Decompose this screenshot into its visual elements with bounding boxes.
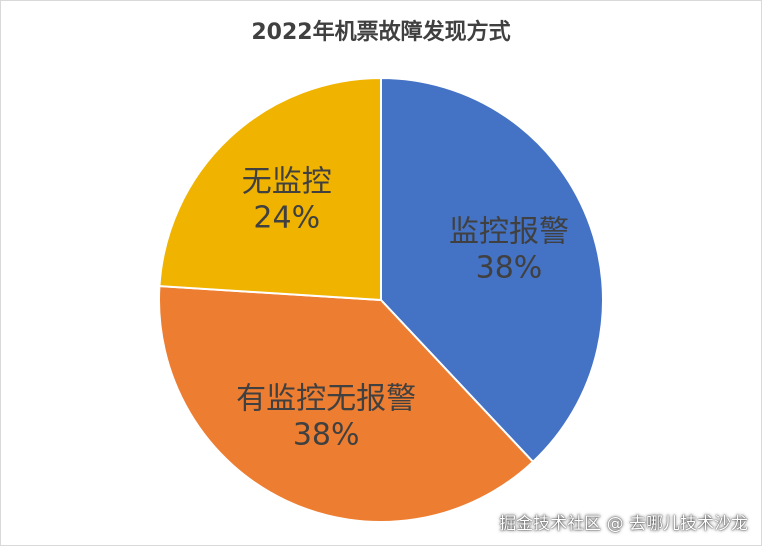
- slice-percent-label: 38%: [476, 250, 543, 285]
- pie-slice: [158, 285, 535, 523]
- slice-category-label: 有监控无报警: [236, 382, 416, 417]
- slice-category-label: 监控报警: [449, 214, 569, 249]
- slice-percent-label: 38%: [293, 418, 360, 453]
- pie-slice: [380, 76, 604, 464]
- slice-category-label: 无监控: [242, 165, 332, 200]
- slice-percent-label: 24%: [253, 201, 320, 236]
- chart-title: 2022年机票故障发现方式: [251, 20, 511, 45]
- watermark: 掘金技术社区 @ 去哪儿技术沙龙: [499, 514, 748, 534]
- pie-slices: [158, 76, 604, 523]
- pie-slice: [158, 76, 382, 302]
